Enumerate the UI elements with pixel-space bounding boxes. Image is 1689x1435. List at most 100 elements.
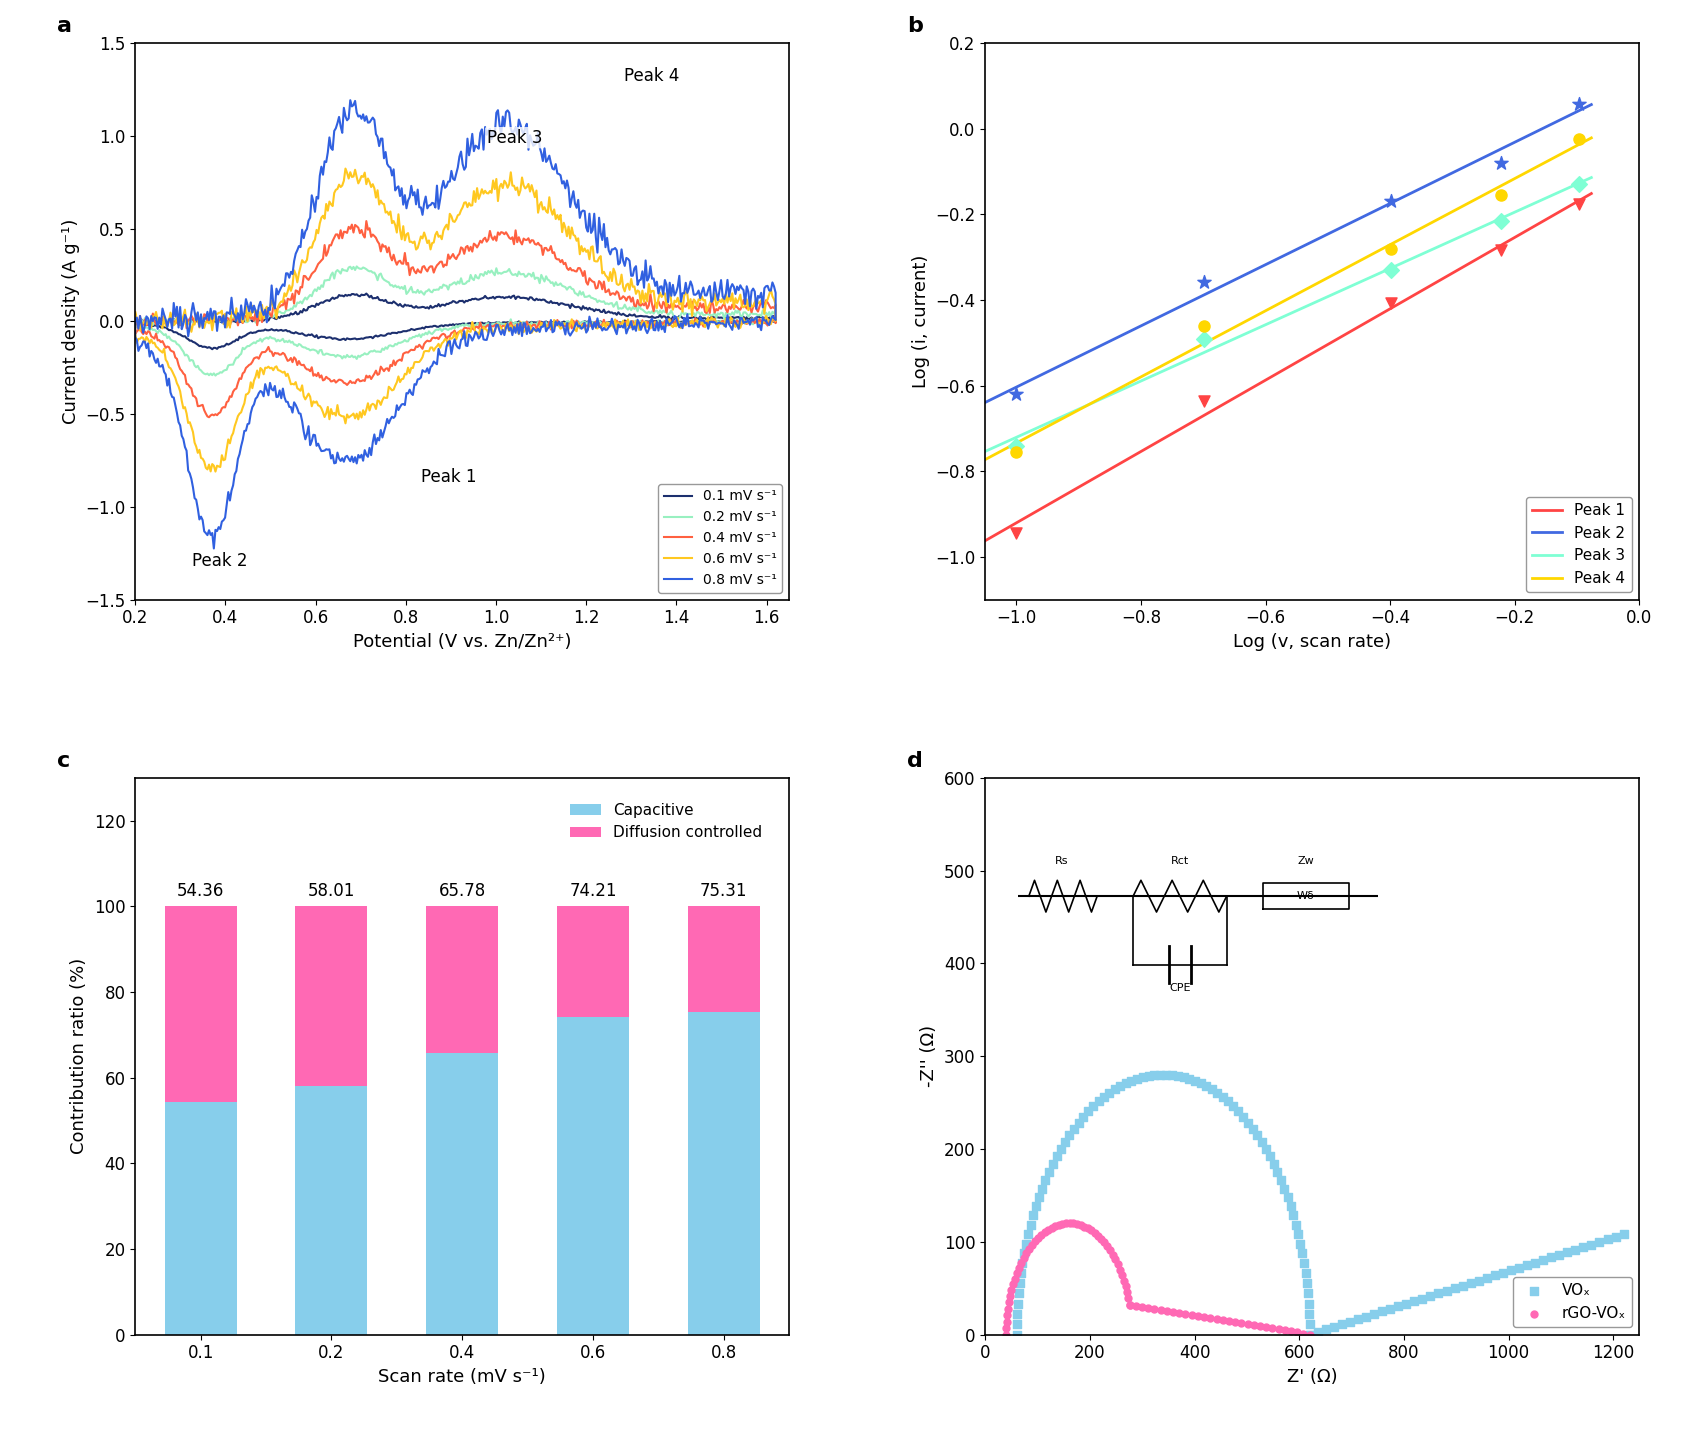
rGO-VOₓ <box>1147 1299 1174 1322</box>
rGO-VOₓ <box>1093 1234 1120 1257</box>
rGO-VOₓ <box>1012 1241 1039 1264</box>
rGO-VOₓ <box>998 1273 1025 1296</box>
VOₓ <box>1025 1185 1052 1208</box>
rGO-VOₓ <box>1113 1281 1140 1304</box>
VOₓ <box>1214 1091 1241 1114</box>
rGO-VOₓ <box>1177 1303 1204 1326</box>
rGO-VOₓ <box>1020 1230 1047 1253</box>
rGO-VOₓ <box>1007 1251 1034 1274</box>
VOₓ <box>1505 1256 1532 1279</box>
VOₓ <box>1400 1290 1427 1313</box>
VOₓ <box>1464 1269 1491 1292</box>
VOₓ <box>1140 1063 1167 1086</box>
Bar <box>296 1086 367 1335</box>
VOₓ <box>1017 1213 1044 1236</box>
Bar <box>687 1012 760 1335</box>
Text: Peak 1: Peak 1 <box>421 468 476 486</box>
VOₓ <box>1295 1313 1322 1336</box>
VOₓ <box>1311 1317 1338 1340</box>
VOₓ <box>1537 1246 1564 1269</box>
Bar <box>426 1053 498 1335</box>
rGO-VOₓ <box>1111 1274 1138 1297</box>
VOₓ <box>1383 1294 1410 1317</box>
rGO-VOₓ <box>1289 1322 1316 1345</box>
rGO-VOₓ <box>993 1303 1020 1326</box>
VOₓ <box>1106 1075 1133 1098</box>
VOₓ <box>1561 1238 1588 1261</box>
VOₓ <box>1304 1320 1331 1343</box>
rGO-VOₓ <box>995 1292 1022 1314</box>
Legend: VOₓ, rGO-VOₓ: VOₓ, rGO-VOₓ <box>1512 1277 1630 1327</box>
Point <box>1564 172 1591 195</box>
Point <box>1486 184 1513 207</box>
VOₓ <box>1513 1254 1540 1277</box>
VOₓ <box>1292 1261 1319 1284</box>
rGO-VOₓ <box>1228 1312 1255 1335</box>
Bar <box>687 907 760 1012</box>
rGO-VOₓ <box>1152 1299 1179 1322</box>
VOₓ <box>1069 1105 1096 1128</box>
VOₓ <box>1035 1161 1062 1184</box>
rGO-VOₓ <box>1088 1227 1115 1250</box>
VOₓ <box>1529 1248 1556 1271</box>
Point <box>1486 210 1513 232</box>
rGO-VOₓ <box>997 1284 1024 1307</box>
rGO-VOₓ <box>1189 1306 1216 1329</box>
VOₓ <box>1294 1292 1321 1314</box>
VOₓ <box>1409 1287 1436 1310</box>
rGO-VOₓ <box>1115 1293 1142 1316</box>
Text: Peak 2: Peak 2 <box>193 552 248 570</box>
rGO-VOₓ <box>1221 1310 1248 1333</box>
VOₓ <box>1008 1251 1035 1274</box>
VOₓ <box>1243 1124 1270 1147</box>
rGO-VOₓ <box>1015 1237 1042 1260</box>
rGO-VOₓ <box>1295 1323 1322 1346</box>
VOₓ <box>1282 1213 1309 1236</box>
VOₓ <box>1056 1124 1083 1147</box>
VOₓ <box>1284 1223 1311 1246</box>
rGO-VOₓ <box>1284 1322 1311 1345</box>
rGO-VOₓ <box>1056 1211 1083 1234</box>
VOₓ <box>1496 1258 1523 1281</box>
VOₓ <box>1488 1261 1515 1284</box>
VOₓ <box>1128 1066 1155 1089</box>
VOₓ <box>1051 1131 1078 1154</box>
VOₓ <box>1252 1138 1279 1161</box>
VOₓ <box>1456 1271 1483 1294</box>
VOₓ <box>1079 1095 1106 1118</box>
rGO-VOₓ <box>1106 1258 1133 1281</box>
Point <box>1189 271 1216 294</box>
rGO-VOₓ <box>1214 1310 1241 1333</box>
rGO-VOₓ <box>1115 1287 1142 1310</box>
VOₓ <box>1003 1313 1030 1336</box>
VOₓ <box>1123 1068 1150 1091</box>
X-axis label: Scan rate (mV s⁻¹): Scan rate (mV s⁻¹) <box>378 1368 546 1386</box>
VOₓ <box>1520 1251 1547 1274</box>
Bar <box>164 1102 236 1335</box>
VOₓ <box>1101 1078 1128 1101</box>
VOₓ <box>1022 1195 1049 1218</box>
VOₓ <box>1294 1281 1321 1304</box>
rGO-VOₓ <box>1062 1213 1089 1236</box>
VOₓ <box>1152 1063 1179 1086</box>
VOₓ <box>1432 1280 1459 1303</box>
VOₓ <box>1230 1105 1257 1128</box>
X-axis label: Potential (V vs. Zn/Zn²⁺): Potential (V vs. Zn/Zn²⁺) <box>353 633 571 651</box>
rGO-VOₓ <box>1133 1296 1160 1319</box>
VOₓ <box>1169 1066 1196 1089</box>
VOₓ <box>1473 1267 1500 1290</box>
Point <box>1189 314 1216 337</box>
VOₓ <box>1246 1131 1274 1154</box>
VOₓ <box>1336 1310 1363 1333</box>
Point <box>1002 441 1029 464</box>
rGO-VOₓ <box>1066 1214 1093 1237</box>
VOₓ <box>1064 1111 1091 1134</box>
Point <box>1377 189 1404 212</box>
Bar <box>164 907 236 1102</box>
rGO-VOₓ <box>1103 1253 1130 1276</box>
Bar <box>426 907 498 1053</box>
VOₓ <box>1441 1277 1468 1300</box>
VOₓ <box>1181 1069 1208 1092</box>
Point <box>1564 92 1591 115</box>
VOₓ <box>1545 1243 1572 1266</box>
